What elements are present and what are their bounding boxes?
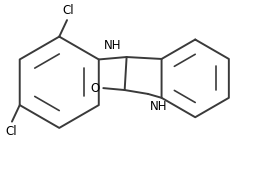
Text: NH: NH [150,100,167,113]
Text: Cl: Cl [62,4,74,17]
Text: NH: NH [104,39,122,52]
Text: O: O [90,82,99,95]
Text: Cl: Cl [5,125,17,138]
